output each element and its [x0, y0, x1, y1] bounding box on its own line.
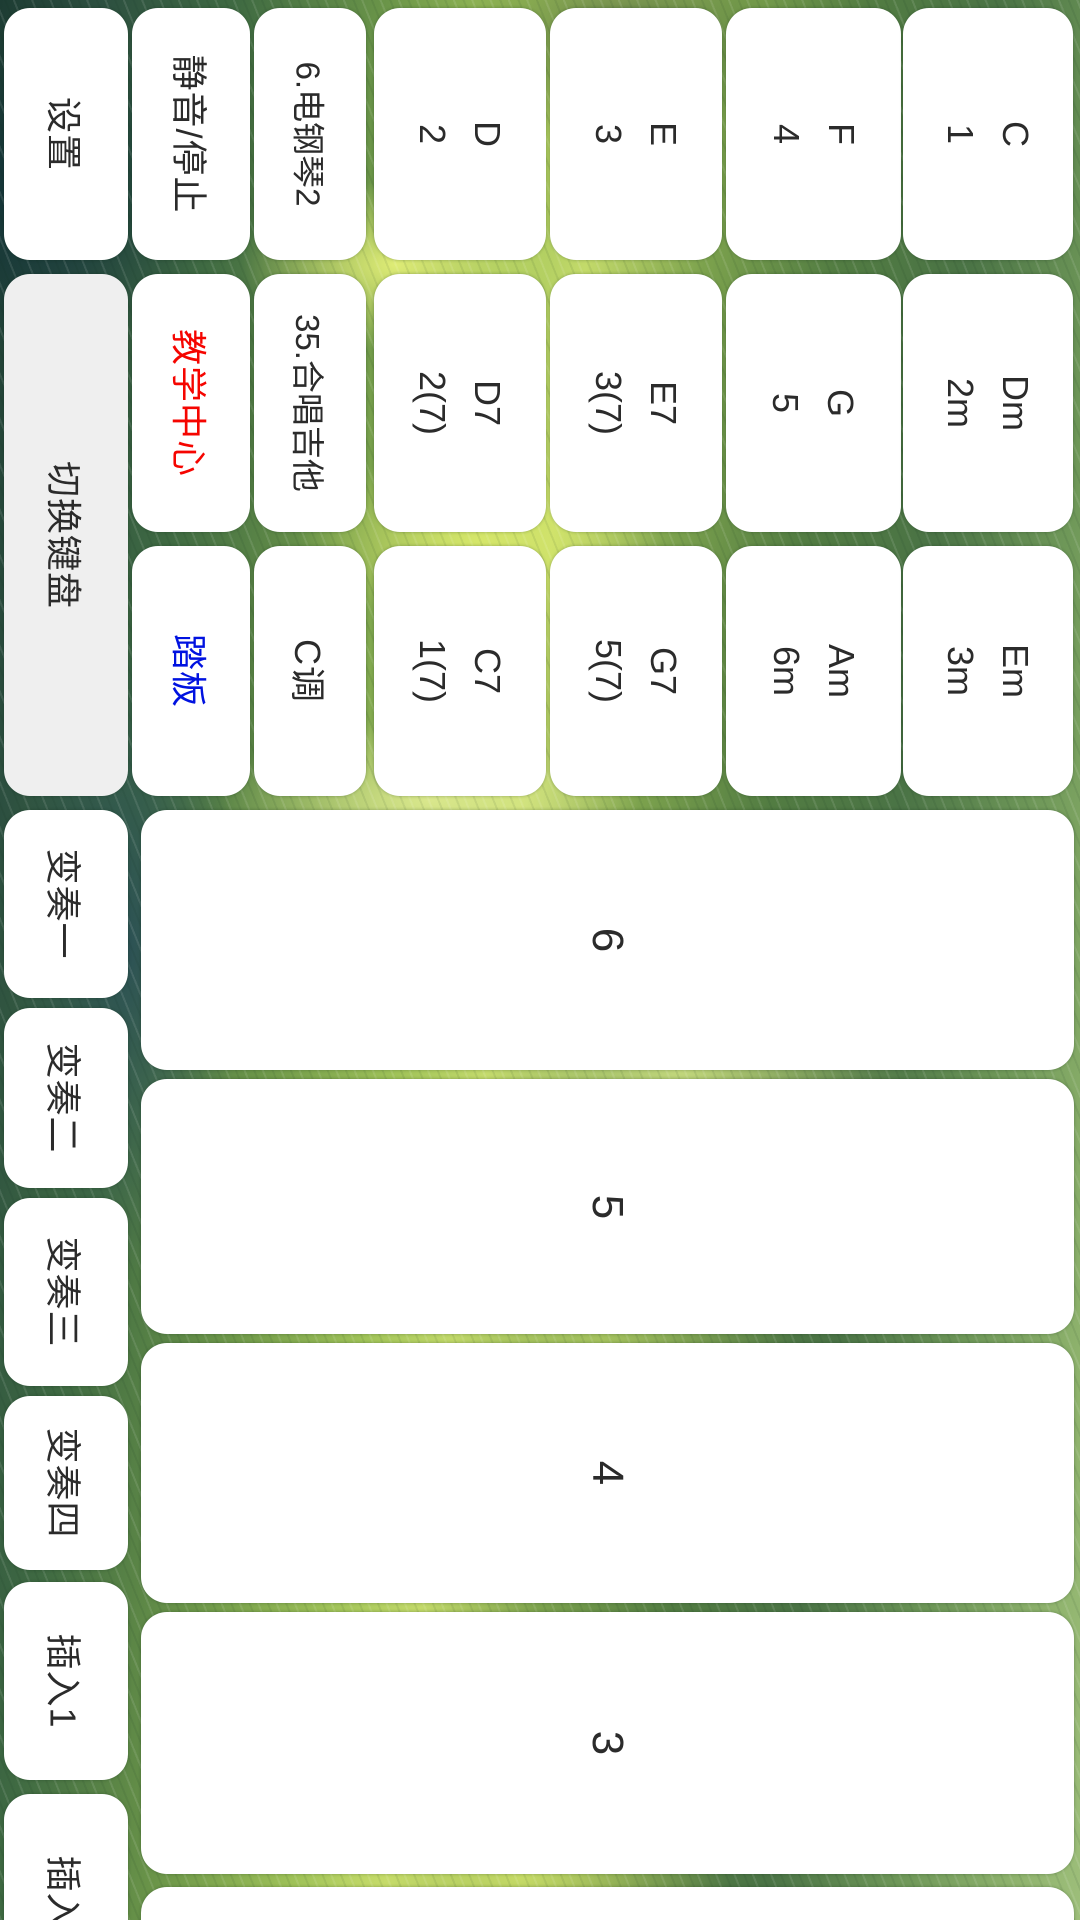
- variation-label: 变奏二: [42, 1042, 84, 1154]
- variation-button-3[interactable]: 变奏三: [4, 1198, 128, 1386]
- pad-button-5[interactable]: 5: [141, 1079, 1074, 1334]
- variation-label: 变奏四: [42, 1427, 84, 1539]
- chord-number: 3(7): [588, 370, 629, 436]
- mute-stop-button[interactable]: 静音/停止: [132, 8, 250, 260]
- switch-keyboard-button[interactable]: 切换键盘: [4, 274, 128, 796]
- chord-name: G: [820, 388, 862, 418]
- pad-label: 3: [583, 1730, 633, 1756]
- teaching-center-button[interactable]: 教学中心: [132, 274, 250, 532]
- pad-button-partial[interactable]: [141, 1887, 1074, 1920]
- chord-button-e7[interactable]: E7 3(7): [550, 274, 722, 532]
- voice-guitar-label: 35.合唱吉他: [289, 314, 326, 492]
- settings-button[interactable]: 设置: [4, 8, 128, 260]
- chord-number: 1: [940, 123, 981, 145]
- chord-button-c7[interactable]: C7 1(7): [374, 546, 546, 796]
- chord-button-e[interactable]: E 3: [550, 8, 722, 260]
- chord-number: 2m: [940, 377, 981, 428]
- chord-name: Am: [820, 644, 862, 698]
- chord-button-g[interactable]: G 5: [726, 274, 901, 532]
- teaching-center-label: 教学中心: [168, 328, 210, 478]
- pad-button-3[interactable]: 3: [141, 1612, 1074, 1874]
- chord-number: 2: [412, 123, 453, 145]
- pad-button-4[interactable]: 4: [141, 1343, 1074, 1603]
- pad-label: 6: [583, 927, 633, 953]
- chord-number: 5(7): [588, 638, 629, 704]
- insert-label: 插入2: [43, 1855, 84, 1920]
- variation-button-2[interactable]: 变奏二: [4, 1008, 128, 1188]
- insert-button-1[interactable]: 插入1: [4, 1582, 128, 1780]
- switch-keyboard-label: 切换键盘: [43, 460, 85, 610]
- chord-name: G7: [643, 646, 684, 696]
- pad-button-6[interactable]: 6: [141, 810, 1074, 1070]
- key-c-button[interactable]: C调: [254, 546, 366, 796]
- pedal-button[interactable]: 踏板: [132, 546, 250, 796]
- variation-button-1[interactable]: 变奏一: [4, 810, 128, 998]
- voice-button-piano[interactable]: 6.电钢琴2: [254, 8, 366, 260]
- chord-number: 4: [765, 123, 807, 145]
- chord-name: F: [820, 123, 862, 145]
- chord-name: C: [995, 121, 1036, 147]
- chord-button-am[interactable]: Am 6m: [726, 546, 901, 796]
- pad-label: 4: [583, 1460, 633, 1486]
- insert-button-2[interactable]: 插入2: [4, 1794, 128, 1920]
- chord-number: 3m: [940, 645, 981, 696]
- variation-label: 变奏一: [42, 848, 84, 960]
- variation-button-4[interactable]: 变奏四: [4, 1396, 128, 1570]
- settings-label: 设置: [42, 96, 84, 172]
- key-c-label: C调: [287, 639, 328, 703]
- chord-number: 2(7): [412, 370, 453, 436]
- chord-number: 6m: [765, 645, 807, 696]
- chord-number: 3: [587, 123, 629, 145]
- chord-button-f[interactable]: F 4: [726, 8, 901, 260]
- chord-button-d7[interactable]: D7 2(7): [374, 274, 546, 532]
- chord-name: Dm: [995, 375, 1036, 431]
- variation-label: 变奏三: [42, 1236, 84, 1348]
- chord-name: Em: [995, 644, 1036, 698]
- chord-name: E7: [643, 380, 684, 426]
- voice-button-guitar[interactable]: 35.合唱吉他: [254, 274, 366, 532]
- chord-button-em[interactable]: Em 3m: [903, 546, 1073, 796]
- chord-number: 1(7): [412, 638, 453, 704]
- chord-number: 5: [765, 392, 807, 414]
- chord-name: D7: [467, 379, 508, 427]
- chord-button-g7[interactable]: G7 5(7): [550, 546, 722, 796]
- pedal-label: 踏板: [167, 633, 209, 709]
- pad-label: 5: [583, 1194, 633, 1219]
- chord-button-dm[interactable]: Dm 2m: [903, 274, 1073, 532]
- chord-name: E: [642, 121, 684, 147]
- insert-label: 插入1: [43, 1633, 84, 1729]
- chord-name: C7: [467, 647, 508, 695]
- chord-button-c[interactable]: C 1: [903, 8, 1073, 260]
- chord-button-d[interactable]: D 2: [374, 8, 546, 260]
- chord-name: D: [467, 121, 508, 147]
- mute-stop-label: 静音/停止: [168, 54, 210, 214]
- voice-piano-label: 6.电钢琴2: [289, 61, 326, 207]
